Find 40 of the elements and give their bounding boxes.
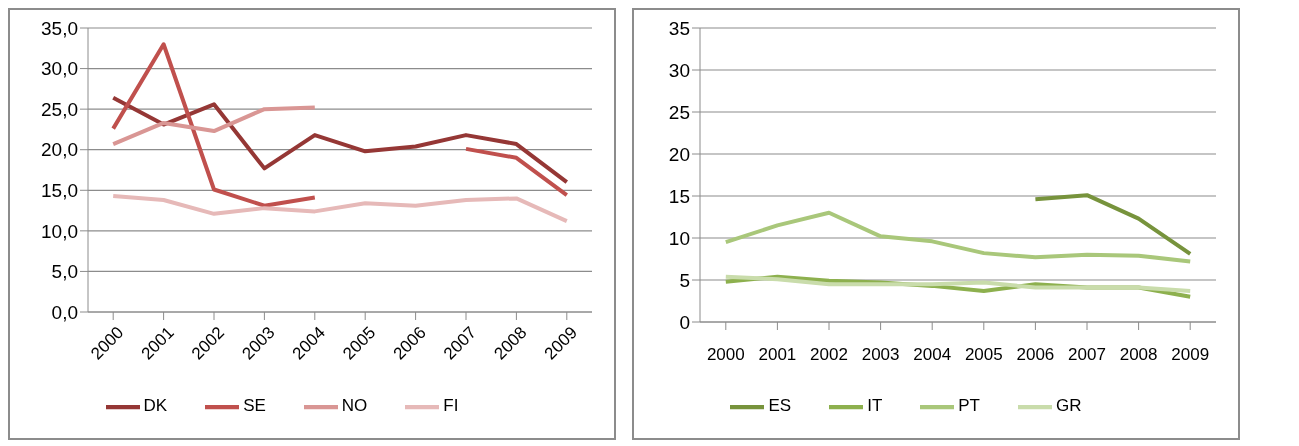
y-tick-label: 20,0 [41, 139, 78, 161]
line-series [111, 193, 569, 224]
legend-label: IT [867, 396, 883, 416]
legend-label: DK [143, 396, 168, 416]
y-tick-label: 20 [668, 143, 690, 165]
x-tick-label: 2004 [913, 345, 952, 364]
line-series [723, 210, 1193, 264]
line-series [111, 95, 569, 185]
x-tick-label: 2007 [1068, 345, 1106, 364]
y-tick-label: 35,0 [41, 17, 78, 39]
y-tick-label: 10,0 [41, 220, 78, 242]
x-tick-label: 2009 [1171, 345, 1210, 364]
y-tick-label: 25,0 [41, 98, 78, 120]
y-tick-label: 25 [668, 101, 690, 123]
y-tick-label: 15,0 [41, 180, 78, 202]
legend-label: SE [243, 396, 266, 416]
y-tick-label: 30 [668, 59, 690, 81]
line-series [1033, 193, 1193, 256]
x-tick-label: 2006 [1016, 345, 1055, 364]
y-tick-label: 35 [668, 17, 690, 39]
legend-label: PT [958, 396, 981, 416]
legend-label: GR [1056, 396, 1082, 416]
y-tick-label: 5,0 [51, 261, 78, 283]
y-tick-label: 0 [679, 311, 690, 333]
y-tick-label: 10 [668, 227, 690, 249]
x-tick-label: 2001 [758, 345, 797, 364]
line-series [111, 105, 317, 147]
x-tick-label: 2008 [1119, 345, 1158, 364]
legend-label: FI [443, 396, 459, 416]
y-tick-label: 5 [679, 269, 690, 291]
x-tick-label: 2003 [861, 345, 900, 364]
legend-label: ES [768, 396, 792, 416]
x-tick-label: 2000 [706, 345, 745, 364]
x-tick-label: 2002 [810, 345, 848, 364]
y-tick-label: 30,0 [41, 58, 78, 80]
line-series [723, 274, 1193, 293]
y-tick-label: 15 [668, 185, 690, 207]
x-tick-label: 2005 [964, 345, 1003, 364]
y-tick-label: 0,0 [51, 301, 78, 323]
legend-label: NO [341, 396, 368, 416]
